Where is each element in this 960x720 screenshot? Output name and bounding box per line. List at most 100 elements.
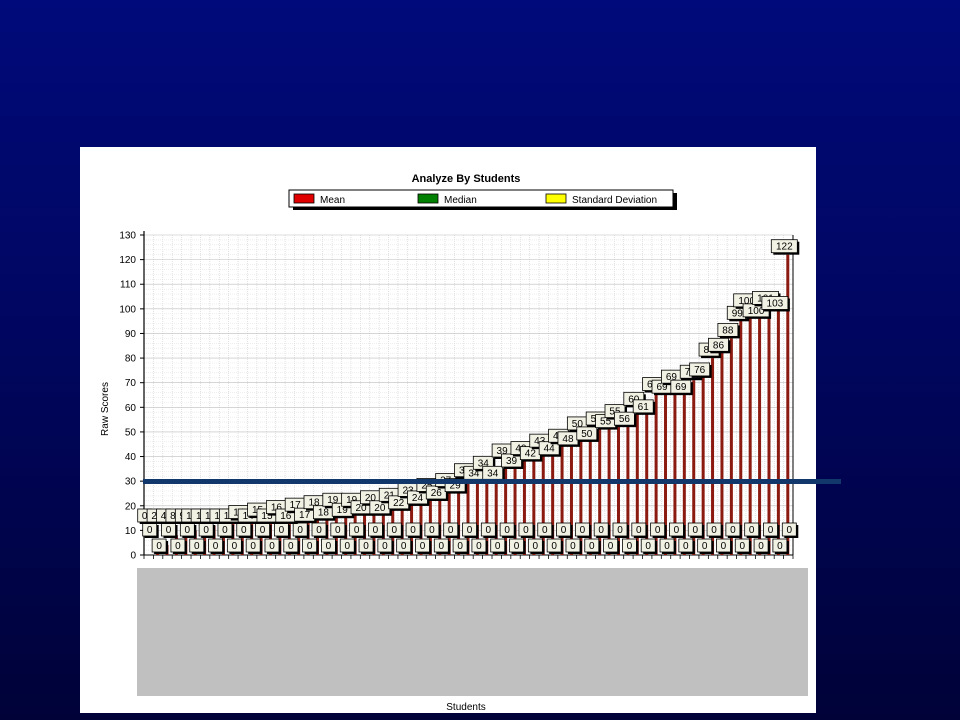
median-label-7: 0 [208, 538, 225, 554]
svg-text:99: 99 [732, 308, 744, 319]
svg-text:0: 0 [222, 525, 228, 536]
mean-bar-35 [475, 471, 479, 555]
median-label-62: 0 [725, 522, 742, 538]
legend-swatch-2 [545, 193, 567, 204]
svg-text:0: 0 [758, 541, 764, 552]
mean-bar-34 [466, 478, 470, 555]
mean-bar-31 [438, 491, 442, 555]
mean-label-31: 26 [425, 485, 449, 501]
median-label-35: 0 [471, 538, 488, 554]
median-label-55: 0 [659, 538, 677, 554]
mean-label-57: 69 [670, 379, 693, 396]
svg-text:56: 56 [619, 414, 631, 425]
median-label-54: 0 [650, 522, 667, 538]
legend-swatch-0 [293, 193, 315, 204]
svg-text:0: 0 [514, 541, 520, 552]
median-label-53: 0 [640, 538, 658, 554]
svg-text:44: 44 [544, 444, 556, 455]
svg-text:0: 0 [203, 525, 209, 536]
median-label-48: 0 [593, 522, 611, 538]
svg-text:0: 0 [608, 541, 614, 552]
svg-text:42: 42 [525, 449, 537, 460]
svg-text:0: 0 [617, 525, 623, 536]
svg-text:26: 26 [431, 488, 443, 499]
svg-text:50: 50 [572, 419, 584, 430]
median-label-29: 0 [415, 538, 432, 554]
svg-text:0: 0 [674, 525, 680, 536]
median-label-40: 0 [518, 522, 535, 538]
svg-text:0: 0 [476, 541, 482, 552]
svg-text:0: 0 [326, 541, 332, 552]
svg-text:0: 0 [504, 525, 510, 536]
mean-bar-58 [692, 380, 696, 555]
median-label-10: 0 [236, 522, 253, 538]
x-axis-label: Students [446, 702, 485, 713]
svg-text:2: 2 [151, 511, 157, 522]
mean-label-43: 44 [538, 441, 562, 457]
svg-text:0: 0 [598, 525, 604, 536]
svg-text:0: 0 [645, 541, 651, 552]
mean-label-19: 18 [313, 505, 336, 521]
svg-text:0: 0 [768, 525, 774, 536]
mean-bar-33 [457, 483, 461, 555]
mean-bar-48 [598, 427, 602, 555]
median-label-22: 0 [349, 522, 366, 538]
svg-text:76: 76 [694, 365, 706, 376]
y-tick-label: 50 [125, 427, 137, 438]
mean-label-59: 76 [689, 362, 712, 378]
svg-text:0: 0 [213, 541, 219, 552]
svg-text:34: 34 [478, 458, 490, 469]
mean-bar-47 [588, 431, 592, 555]
svg-text:16: 16 [280, 511, 292, 522]
median-label-58: 0 [687, 522, 705, 538]
svg-text:18: 18 [318, 508, 330, 519]
mean-label-45: 48 [557, 431, 580, 447]
median-label-11: 0 [245, 538, 263, 554]
legend-label-0: Mean [320, 195, 345, 206]
mean-label-21: 19 [331, 502, 355, 519]
svg-text:0: 0 [269, 541, 275, 552]
median-label-36: 0 [480, 522, 498, 538]
svg-text:24: 24 [412, 493, 424, 504]
svg-text:0: 0 [307, 541, 313, 552]
mean-bar-56 [673, 385, 677, 555]
svg-text:0: 0 [382, 541, 388, 552]
y-tick-label: 70 [125, 378, 137, 389]
median-label-19: 0 [321, 538, 338, 554]
mean-label-29: 24 [407, 490, 430, 506]
legend-swatch-1 [417, 193, 439, 204]
median-label-51: 0 [621, 538, 639, 554]
svg-text:0: 0 [655, 525, 661, 536]
svg-text:0: 0 [533, 541, 539, 552]
svg-text:0: 0 [166, 525, 172, 536]
mean-bar-46 [579, 431, 583, 555]
svg-text:48: 48 [562, 434, 574, 445]
mean-bar-63 [739, 311, 743, 555]
median-label-16: 0 [292, 522, 310, 538]
mean-label-51: 56 [613, 411, 637, 428]
svg-text:0: 0 [561, 525, 567, 536]
svg-text:0: 0 [373, 525, 379, 536]
median-label-38: 0 [499, 522, 517, 538]
svg-text:0: 0 [448, 525, 454, 536]
svg-text:0: 0 [495, 541, 501, 552]
median-label-56: 0 [669, 522, 686, 538]
median-label-4: 0 [179, 522, 197, 538]
svg-text:19: 19 [327, 495, 339, 506]
svg-text:0: 0 [551, 541, 557, 552]
median-label-18: 0 [311, 522, 329, 538]
median-label-24: 0 [368, 522, 385, 538]
chart-title: Analyze By Students [412, 173, 521, 185]
median-label-28: 0 [405, 522, 423, 538]
mean-bar-40 [522, 456, 526, 555]
svg-text:103: 103 [767, 298, 784, 309]
svg-text:0: 0 [787, 525, 793, 536]
mean-bar-51 [626, 417, 630, 555]
svg-text:0: 0 [589, 541, 595, 552]
mean-bar-67 [776, 301, 780, 555]
median-label-31: 0 [433, 538, 451, 554]
median-label-26: 0 [386, 522, 404, 538]
svg-text:0: 0 [692, 525, 698, 536]
median-label-61: 0 [716, 538, 733, 554]
y-axis-label: Raw Scores [100, 382, 111, 436]
